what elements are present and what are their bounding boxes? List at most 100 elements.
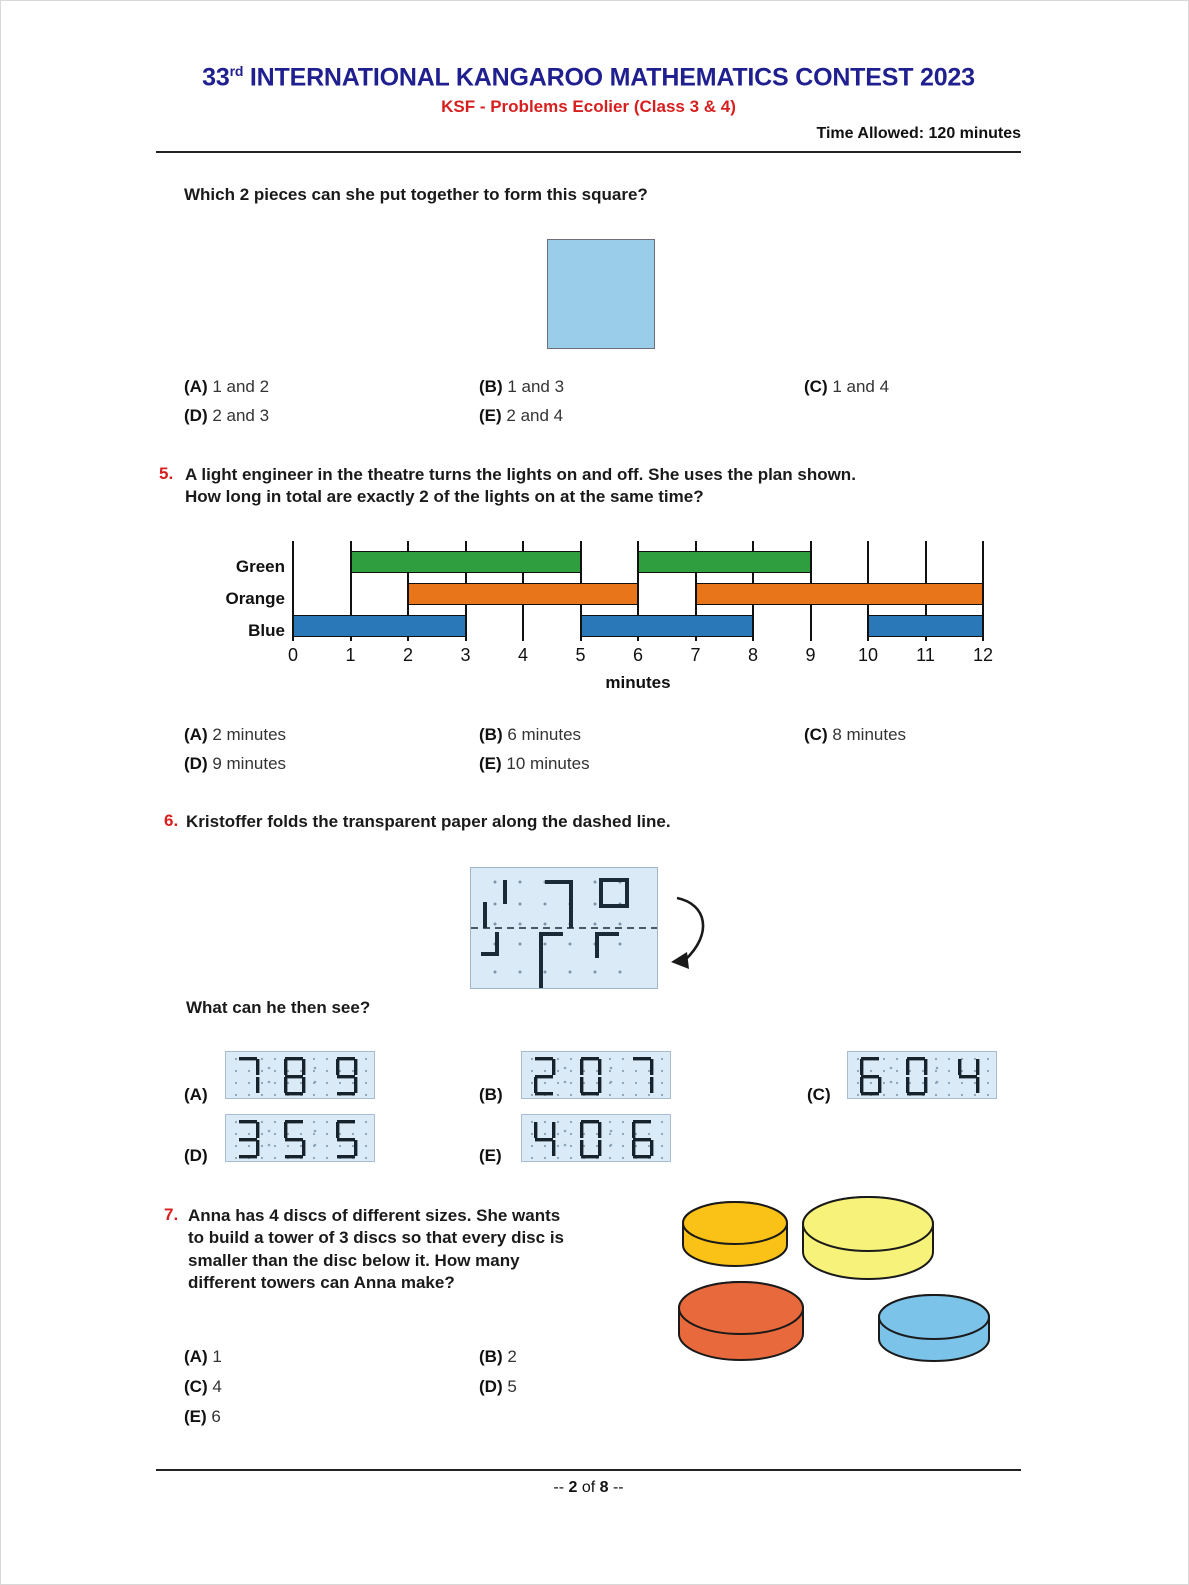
- question-4-prompt: Which 2 pieces can she put together to f…: [184, 185, 648, 204]
- q7-option-d-letter: (D): [479, 1377, 503, 1396]
- q6-folding-paper-figure: [470, 867, 658, 989]
- q5-option-a[interactable]: (A) 2 minutes: [184, 725, 286, 745]
- footer-middle: of: [577, 1479, 600, 1496]
- question-5-line-1: A light engineer in the theatre turns th…: [185, 465, 856, 484]
- q5-option-c-text: 8 minutes: [832, 725, 907, 744]
- footer-divider: [156, 1469, 1021, 1471]
- q4-option-c-text: 1 and 4: [832, 377, 890, 396]
- footer-total-pages: 8: [599, 1479, 609, 1496]
- q4-option-a[interactable]: (A) 1 and 2: [184, 377, 269, 397]
- q7-discs-illustration: [661, 1186, 1006, 1371]
- gantt-axis-value-3: 3: [460, 645, 471, 665]
- digit-9: [336, 1057, 358, 1096]
- gantt-axis-value-10: 10: [857, 645, 879, 665]
- q5-option-a-letter: (A): [184, 725, 208, 744]
- q6-option-e-display[interactable]: [521, 1114, 671, 1162]
- question-6-prompt: Kristoffer folds the transparent paper a…: [186, 812, 671, 831]
- seven-segment-digits: [856, 1057, 990, 1097]
- q6-option-c-letter: (C): [807, 1085, 831, 1104]
- gantt-label-green: Green: [235, 557, 285, 576]
- q4-option-e-text: 2 and 4: [506, 406, 564, 425]
- q7-option-d[interactable]: (D) 5: [479, 1377, 517, 1397]
- gantt-tick-0: [292, 541, 294, 641]
- q6-option-d-letter: (D): [184, 1146, 208, 1165]
- q7-option-e[interactable]: (E) 6: [184, 1407, 221, 1427]
- gantt-tick-6: [637, 541, 639, 641]
- q4-option-a-letter: (A): [184, 377, 208, 396]
- gantt-label-blue: Blue: [248, 621, 285, 640]
- q5-option-d[interactable]: (D) 9 minutes: [184, 754, 286, 774]
- discs-svg: [678, 1196, 990, 1362]
- q7-option-d-text: 5: [507, 1377, 517, 1396]
- question-5-text: A light engineer in the theatre turns th…: [185, 464, 1021, 509]
- q4-option-d-letter: (D): [184, 406, 208, 425]
- q5-option-c[interactable]: (C) 8 minutes: [804, 725, 906, 745]
- q4-option-c[interactable]: (C) 1 and 4: [804, 377, 889, 397]
- digit-2: [534, 1057, 556, 1096]
- footer-suffix: --: [608, 1479, 624, 1496]
- blue-disc: [878, 1294, 990, 1362]
- seven-segment-digits: [530, 1120, 664, 1160]
- q6-option-e-letter: (E): [479, 1146, 502, 1165]
- question-4-prompt-block: Which 2 pieces can she put together to f…: [184, 184, 944, 206]
- q4-option-e[interactable]: (E) 2 and 4: [479, 406, 563, 426]
- q6-option-b-display[interactable]: [521, 1051, 671, 1099]
- gantt-bar-blue-0: [293, 615, 466, 637]
- seven-segment-digits: [234, 1120, 368, 1160]
- fold-direction-arrow-icon: [663, 886, 725, 976]
- digit-0: [580, 1120, 602, 1159]
- contest-title: 33rd INTERNATIONAL KANGAROO MATHEMATICS …: [156, 63, 1021, 92]
- title-ordinal-suffix: rd: [229, 63, 244, 79]
- question-7-text: Anna has 4 discs of different sizes. She…: [188, 1205, 659, 1295]
- question-6-prompt-2: What can he then see?: [186, 998, 371, 1017]
- q7-option-a-text: 1: [212, 1347, 222, 1366]
- page-header: 33rd INTERNATIONAL KANGAROO MATHEMATICS …: [156, 63, 1021, 143]
- q5-option-e-letter: (E): [479, 754, 502, 773]
- q4-option-d[interactable]: (D) 2 and 3: [184, 406, 269, 426]
- gantt-axis-value-1: 1: [345, 645, 356, 665]
- gantt-axis-value-4: 4: [517, 645, 528, 665]
- q7-option-c-text: 4: [212, 1377, 222, 1396]
- q7-option-b-text: 2: [507, 1347, 517, 1366]
- pale-yellow-disc: [802, 1196, 934, 1280]
- gantt-bar-green-0: [350, 551, 581, 573]
- digit-0: [906, 1057, 928, 1096]
- q5-option-e[interactable]: (E) 10 minutes: [479, 754, 590, 774]
- footer-prefix: --: [553, 1479, 569, 1496]
- digit-0: [580, 1057, 602, 1096]
- question-7-number: 7.: [164, 1205, 179, 1224]
- q6-option-d-display[interactable]: [225, 1114, 375, 1162]
- title-main-text: INTERNATIONAL KANGAROO MATHEMATICS CONTE…: [243, 63, 975, 92]
- gantt-x-axis-label: minutes: [605, 673, 671, 692]
- q4-option-b-text: 1 and 3: [507, 377, 565, 396]
- q6-option-a-display[interactable]: [225, 1051, 375, 1099]
- contest-subtitle: KSF - Problems Ecolier (Class 3 & 4): [441, 97, 736, 117]
- gantt-bar-blue-1: [580, 615, 753, 637]
- seven-segment-digits: [234, 1057, 368, 1097]
- q7-option-b-letter: (B): [479, 1347, 503, 1366]
- header-divider: [156, 151, 1021, 153]
- digit-5: [336, 1120, 358, 1159]
- q6-option-c-display[interactable]: [847, 1051, 997, 1099]
- digit-5: [284, 1120, 306, 1159]
- digit-3: [239, 1120, 260, 1159]
- gantt-axis-value-7: 7: [690, 645, 701, 665]
- q4-option-c-letter: (C): [804, 377, 828, 396]
- q5-option-d-letter: (D): [184, 754, 208, 773]
- seven-segment-digits: [530, 1057, 664, 1097]
- q4-option-b[interactable]: (B) 1 and 3: [479, 377, 564, 397]
- gantt-axis-value-12: 12: [972, 645, 994, 665]
- q7-option-a[interactable]: (A) 1: [184, 1347, 222, 1367]
- q4-option-a-text: 1 and 2: [212, 377, 270, 396]
- q5-option-a-text: 2 minutes: [212, 725, 287, 744]
- q7-option-e-letter: (E): [184, 1407, 207, 1426]
- q7-option-b[interactable]: (B) 2: [479, 1347, 517, 1367]
- q7-option-a-letter: (A): [184, 1347, 208, 1366]
- gantt-axis-value-6: 6: [632, 645, 643, 665]
- question-5-block: 5. A light engineer in the theatre turns…: [159, 464, 1021, 509]
- digit-6: [860, 1057, 882, 1096]
- q7-option-c[interactable]: (C) 4: [184, 1377, 222, 1397]
- q5-option-b-text: 6 minutes: [507, 725, 582, 744]
- q5-option-b[interactable]: (B) 6 minutes: [479, 725, 581, 745]
